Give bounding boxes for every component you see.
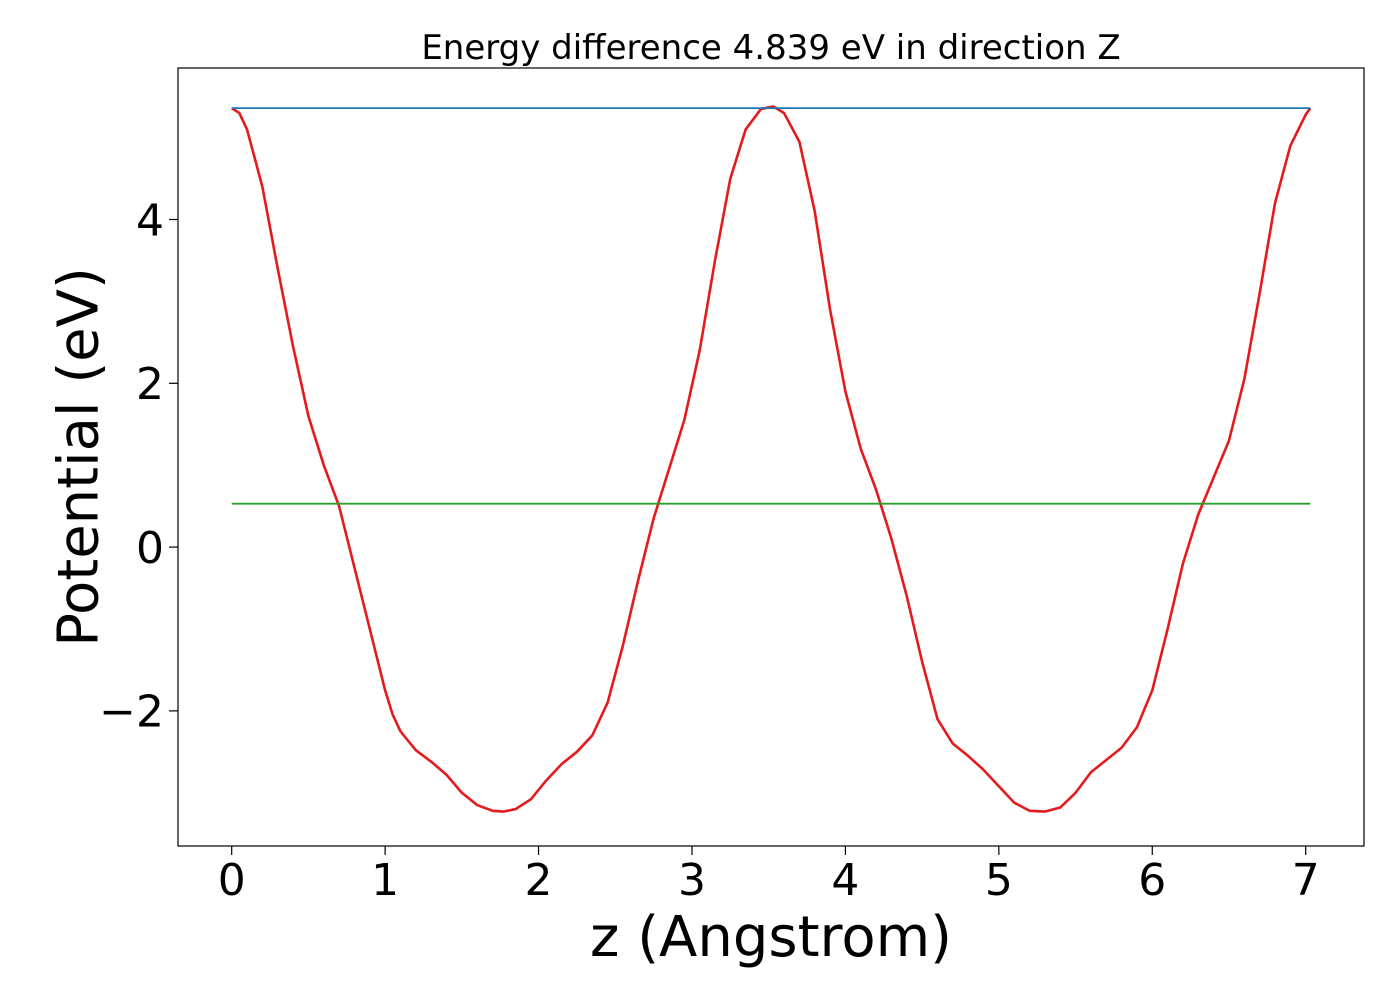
y-axis-label: Potential (eV) (47, 267, 112, 647)
x-tick-label: 1 (371, 855, 399, 906)
y-axis: −2 0 2 4 (99, 195, 178, 738)
x-tick-label: 5 (985, 855, 1013, 906)
x-tick-label: 0 (218, 855, 246, 906)
x-tick-label: 2 (525, 855, 553, 906)
y-tick-label: −2 (99, 687, 164, 738)
chart-title: Energy difference 4.839 eV in direction … (421, 28, 1120, 68)
y-tick-label: 4 (136, 195, 164, 246)
x-tick-label: 6 (1138, 855, 1166, 906)
x-tick-label: 3 (678, 855, 706, 906)
series-line-0 (230, 105, 1312, 813)
x-axis-label: z (Angstrom) (590, 905, 952, 970)
plot-frame (177, 67, 1365, 847)
x-tick-label: 4 (831, 855, 859, 906)
x-axis: 0 1 2 3 4 5 6 7 (218, 846, 1320, 906)
x-tick-label: 7 (1292, 855, 1320, 906)
y-tick-label: 2 (136, 359, 164, 410)
series-layer (230, 105, 1312, 813)
y-tick-label: 0 (136, 523, 164, 574)
